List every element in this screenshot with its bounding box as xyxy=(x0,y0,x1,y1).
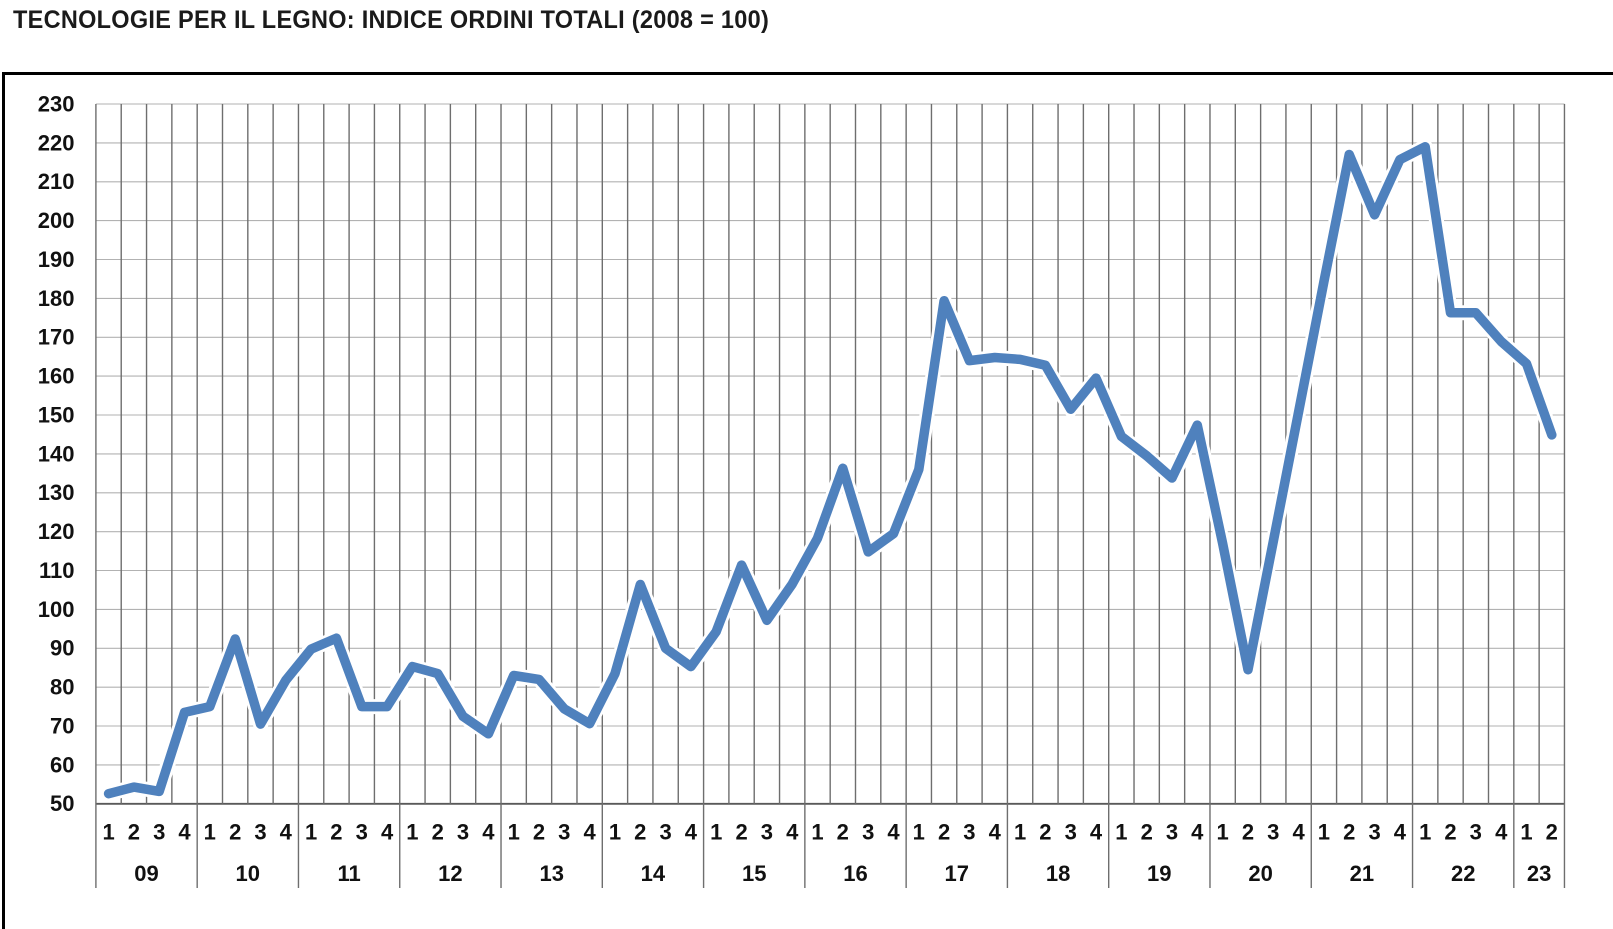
svg-text:2: 2 xyxy=(1141,820,1153,845)
svg-text:2: 2 xyxy=(330,820,342,845)
svg-text:3: 3 xyxy=(963,820,975,845)
svg-text:230: 230 xyxy=(38,91,75,116)
svg-text:17: 17 xyxy=(945,861,969,886)
svg-text:2: 2 xyxy=(533,820,545,845)
svg-text:22: 22 xyxy=(1451,861,1475,886)
svg-text:90: 90 xyxy=(50,636,74,661)
svg-text:1: 1 xyxy=(204,820,216,845)
svg-text:2: 2 xyxy=(837,820,849,845)
svg-text:150: 150 xyxy=(38,402,75,427)
svg-text:2: 2 xyxy=(1343,820,1355,845)
svg-text:200: 200 xyxy=(38,208,75,233)
svg-text:1: 1 xyxy=(1115,820,1127,845)
svg-text:4: 4 xyxy=(1394,820,1407,845)
svg-text:3: 3 xyxy=(1368,820,1380,845)
svg-text:3: 3 xyxy=(1470,820,1482,845)
svg-text:1: 1 xyxy=(1014,820,1026,845)
svg-text:4: 4 xyxy=(1191,820,1204,845)
svg-text:2: 2 xyxy=(938,820,950,845)
svg-text:3: 3 xyxy=(558,820,570,845)
svg-text:1: 1 xyxy=(1520,820,1532,845)
svg-text:4: 4 xyxy=(1292,820,1305,845)
svg-text:3: 3 xyxy=(761,820,773,845)
svg-text:1: 1 xyxy=(609,820,621,845)
svg-text:3: 3 xyxy=(153,820,165,845)
svg-text:190: 190 xyxy=(38,247,75,272)
svg-text:2: 2 xyxy=(1546,820,1558,845)
svg-text:170: 170 xyxy=(38,325,75,350)
svg-text:19: 19 xyxy=(1147,861,1171,886)
svg-text:4: 4 xyxy=(1495,820,1508,845)
svg-text:3: 3 xyxy=(356,820,368,845)
svg-text:18: 18 xyxy=(1046,861,1070,886)
svg-text:4: 4 xyxy=(482,820,495,845)
svg-text:2: 2 xyxy=(229,820,241,845)
svg-text:2: 2 xyxy=(128,820,140,845)
svg-text:2: 2 xyxy=(735,820,747,845)
svg-text:14: 14 xyxy=(641,861,666,886)
svg-text:4: 4 xyxy=(178,820,191,845)
svg-text:1: 1 xyxy=(1419,820,1431,845)
svg-text:60: 60 xyxy=(50,752,74,777)
svg-text:1: 1 xyxy=(811,820,823,845)
svg-text:220: 220 xyxy=(38,130,75,155)
svg-text:16: 16 xyxy=(843,861,867,886)
svg-text:1: 1 xyxy=(305,820,317,845)
svg-text:2: 2 xyxy=(1242,820,1254,845)
svg-text:2: 2 xyxy=(634,820,646,845)
svg-text:1: 1 xyxy=(508,820,520,845)
svg-text:13: 13 xyxy=(539,861,563,886)
svg-text:160: 160 xyxy=(38,364,75,389)
svg-text:3: 3 xyxy=(1267,820,1279,845)
svg-text:3: 3 xyxy=(254,820,266,845)
svg-text:4: 4 xyxy=(989,820,1002,845)
svg-text:1: 1 xyxy=(913,820,925,845)
svg-text:110: 110 xyxy=(39,558,75,583)
svg-text:1: 1 xyxy=(406,820,418,845)
svg-text:4: 4 xyxy=(887,820,900,845)
svg-text:1: 1 xyxy=(1216,820,1228,845)
svg-text:23: 23 xyxy=(1527,861,1551,886)
svg-text:1: 1 xyxy=(1318,820,1330,845)
svg-text:70: 70 xyxy=(50,713,74,738)
svg-text:21: 21 xyxy=(1350,861,1374,886)
svg-text:140: 140 xyxy=(38,441,75,466)
svg-text:2: 2 xyxy=(1039,820,1051,845)
svg-text:4: 4 xyxy=(1090,820,1103,845)
svg-text:130: 130 xyxy=(38,480,75,505)
svg-text:4: 4 xyxy=(685,820,698,845)
svg-text:10: 10 xyxy=(236,861,260,886)
svg-text:11: 11 xyxy=(337,861,360,886)
svg-text:3: 3 xyxy=(1065,820,1077,845)
svg-text:4: 4 xyxy=(786,820,799,845)
svg-text:50: 50 xyxy=(50,791,74,816)
svg-text:100: 100 xyxy=(38,597,75,622)
svg-text:120: 120 xyxy=(38,519,75,544)
svg-text:4: 4 xyxy=(583,820,596,845)
svg-text:210: 210 xyxy=(38,169,75,194)
svg-text:180: 180 xyxy=(38,286,75,311)
svg-text:80: 80 xyxy=(50,675,74,700)
svg-text:15: 15 xyxy=(742,861,766,886)
svg-text:2: 2 xyxy=(1444,820,1456,845)
svg-text:1: 1 xyxy=(102,820,114,845)
svg-text:2: 2 xyxy=(432,820,444,845)
svg-text:3: 3 xyxy=(457,820,469,845)
svg-text:20: 20 xyxy=(1248,861,1272,886)
svg-text:12: 12 xyxy=(438,861,462,886)
svg-text:4: 4 xyxy=(381,820,394,845)
svg-text:1: 1 xyxy=(710,820,722,845)
svg-text:4: 4 xyxy=(280,820,293,845)
svg-text:09: 09 xyxy=(134,861,158,886)
svg-text:3: 3 xyxy=(862,820,874,845)
svg-text:3: 3 xyxy=(1166,820,1178,845)
svg-text:3: 3 xyxy=(659,820,671,845)
